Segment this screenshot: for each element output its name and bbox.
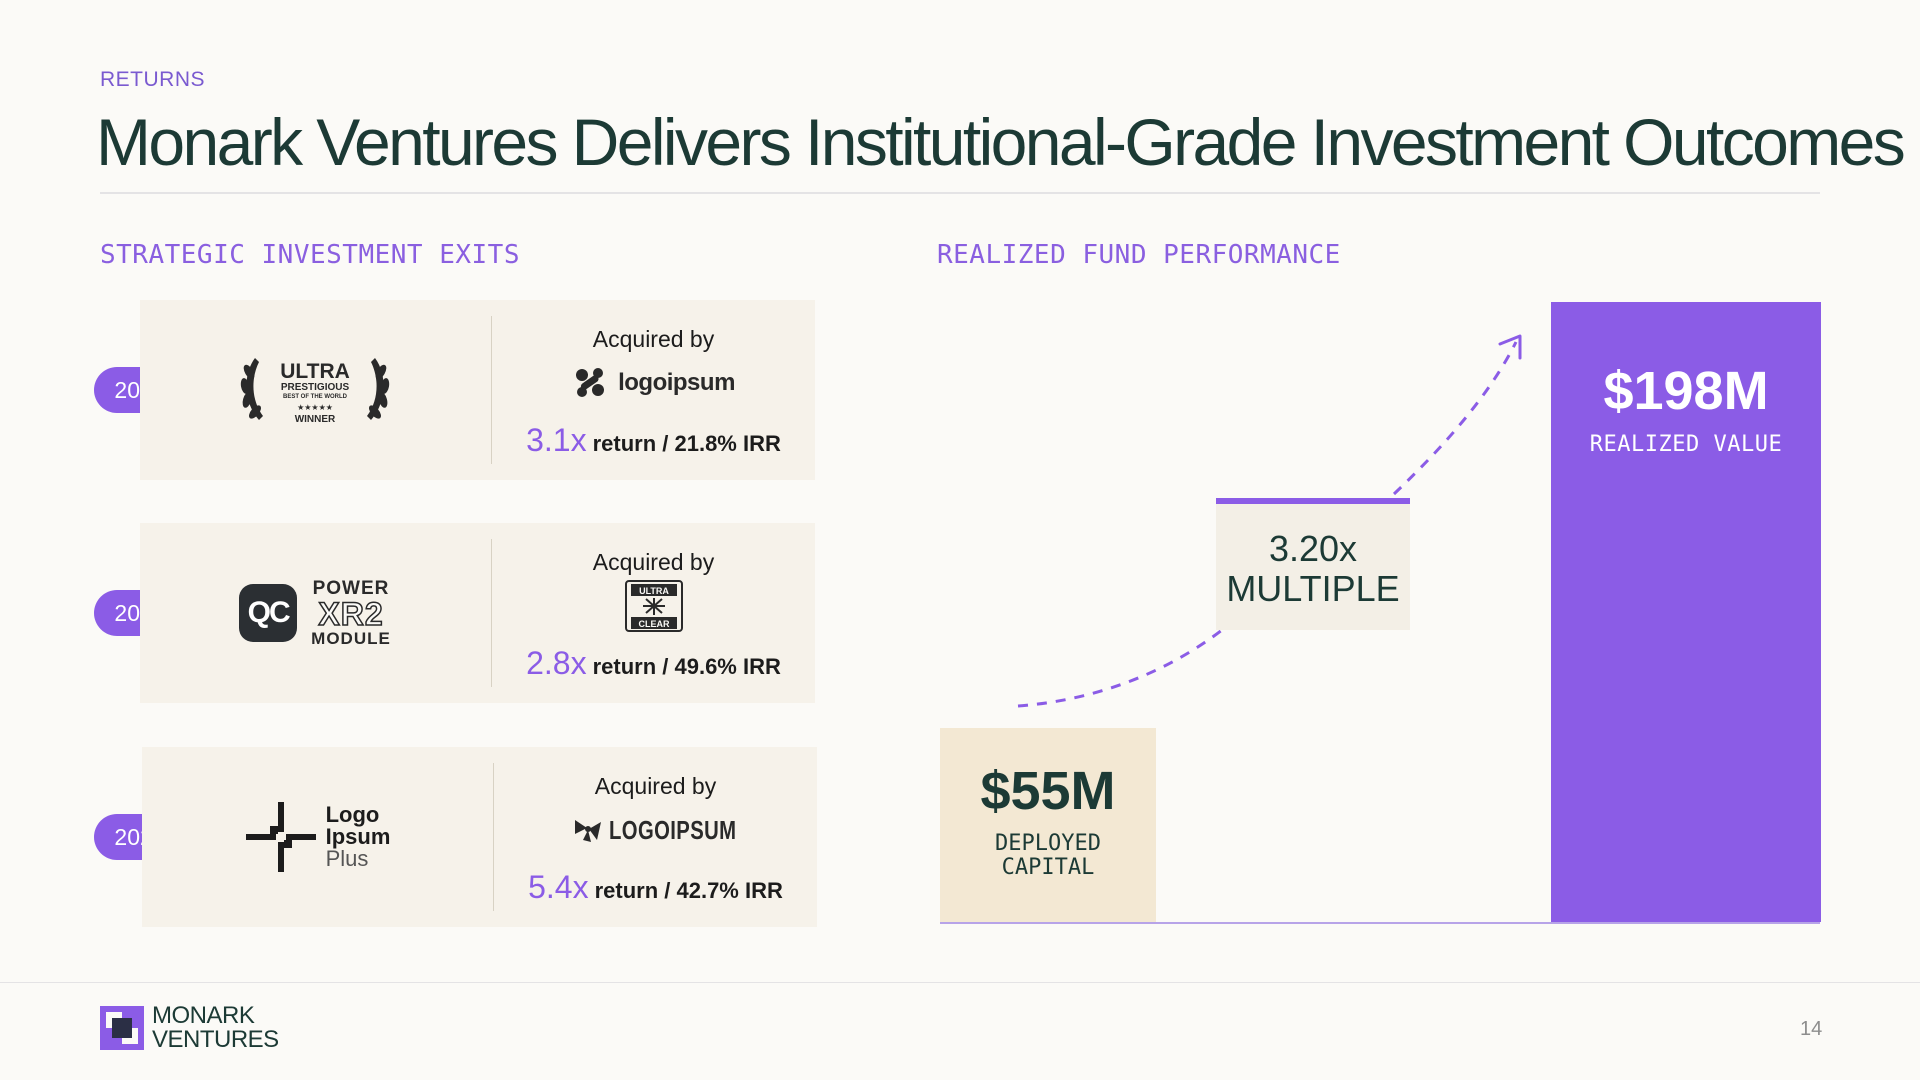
deployed-label-line2: CAPITAL xyxy=(1001,855,1095,880)
wordmark-line3: Plus xyxy=(325,846,369,871)
svg-text:WINNER: WINNER xyxy=(295,414,336,425)
deployed-value: $55M xyxy=(980,761,1116,821)
svg-text:ULTRA: ULTRA xyxy=(639,586,669,596)
return-detail: return / 21.8% IRR xyxy=(592,431,781,456)
acquirer-block: Acquired by ULTRA CLEAR 2.8x return / 49… xyxy=(492,523,815,703)
svg-text:PRESTIGIOUS: PRESTIGIOUS xyxy=(281,382,350,393)
return-line: 2.8x return / 49.6% IRR xyxy=(492,645,815,682)
wordmark-line3: MODULE xyxy=(311,629,391,648)
performance-section-label: REALIZED FUND PERFORMANCE xyxy=(937,240,1341,270)
logoipsum-star-icon xyxy=(574,820,601,842)
footer-divider xyxy=(0,982,1920,983)
acquirer-logo-ultra-clear: ULTRA CLEAR xyxy=(492,580,815,632)
qc-badge-icon: QC xyxy=(239,584,298,642)
company-logo-logo-ipsum-plus: Logo Ipsum Plus xyxy=(212,777,422,897)
multiple-box: 3.20x MULTIPLE xyxy=(1216,498,1410,630)
laurel-award-logo-icon: ULTRA PRESTIGIOUS BEST OF THE WORLD ★★★★… xyxy=(240,358,390,425)
card-divider xyxy=(493,763,494,911)
wordmark-line2: Ipsum xyxy=(325,824,391,849)
acquirer-logo-logoipsum-caps: LOGOIPSUM xyxy=(494,805,817,855)
title-divider xyxy=(100,192,1820,194)
return-detail: return / 42.7% IRR xyxy=(594,878,783,903)
cross-arrow-logo-icon xyxy=(245,802,316,872)
deployed-label: DEPLOYED CAPITAL xyxy=(940,832,1156,880)
page-title: Monark Ventures Delivers Institutional-G… xyxy=(96,105,1906,179)
exit-card-2021: QC POWER XR2 MODULE Acquired by ULTRA CL… xyxy=(140,523,815,703)
return-line: 3.1x return / 21.8% IRR xyxy=(492,422,815,459)
growth-arrow-upper-segment xyxy=(1392,341,1518,496)
acquirer-logo-text: logoipsum xyxy=(618,369,735,396)
brand-logo: MONARK VENTURES xyxy=(100,1004,279,1052)
exit-card-2022: Logo Ipsum Plus Acquired by LOGOIPSUM 5.… xyxy=(142,747,817,927)
return-line: 5.4x return / 42.7% IRR xyxy=(494,869,817,906)
card-divider xyxy=(491,539,492,687)
acquirer-block: Acquired by logoipsum 3.1x return / 21.8… xyxy=(492,300,815,480)
logoipsum-swirl-icon xyxy=(576,368,605,397)
logo-ipsum-plus-wordmark: Logo Ipsum Plus xyxy=(326,804,391,870)
return-detail: return / 49.6% IRR xyxy=(592,654,781,679)
wordmark-line2: XR2 xyxy=(318,596,384,632)
company-logo-power-xr2: QC POWER XR2 MODULE xyxy=(210,553,420,673)
growth-arrow-head xyxy=(1498,334,1522,360)
acquired-by-label: Acquired by xyxy=(592,326,715,352)
acquirer-logo-logoipsum: logoipsum xyxy=(492,358,815,408)
brand-name-line2: VENTURES xyxy=(152,1026,279,1053)
realized-value-bar: $198M REALIZED VALUE xyxy=(1551,302,1821,922)
acquirer-block: Acquired by LOGOIPSUM 5.4x return / 42.7… xyxy=(494,747,817,927)
ultra-clear-badge-icon: ULTRA CLEAR xyxy=(624,580,683,632)
svg-text:ULTRA: ULTRA xyxy=(280,360,350,383)
card-divider xyxy=(491,316,492,464)
acquired-by-label: Acquired by xyxy=(594,773,717,799)
svg-text:BEST OF THE WORLD: BEST OF THE WORLD xyxy=(283,394,348,400)
power-xr2-wordmark: POWER XR2 MODULE xyxy=(311,579,391,647)
brand-name-line1: MONARK xyxy=(152,1002,255,1029)
multiple-label: MULTIPLE xyxy=(1226,568,1400,609)
kicker: RETURNS xyxy=(100,68,206,91)
svg-text:★★★★★: ★★★★★ xyxy=(297,403,333,412)
wordmark-line1: POWER xyxy=(312,578,390,599)
brand-name: MONARK VENTURES xyxy=(152,1004,279,1052)
wordmark-line1: Logo xyxy=(325,802,380,827)
return-multiple: 2.8x xyxy=(526,645,587,681)
chart-baseline xyxy=(940,922,1820,924)
exits-section-label: STRATEGIC INVESTMENT EXITS xyxy=(100,240,520,270)
company-logo-ultra-prestigious: ULTRA PRESTIGIOUS BEST OF THE WORLD ★★★★… xyxy=(210,330,420,450)
growth-arrow-lower-segment xyxy=(1017,628,1223,708)
deployed-label-line1: DEPLOYED xyxy=(995,831,1101,856)
return-multiple: 5.4x xyxy=(528,869,589,905)
multiple-bar-top xyxy=(1216,498,1410,504)
multiple-value: 3.20x xyxy=(1268,528,1358,569)
realized-value: $198M xyxy=(1603,361,1769,421)
page-number: 14 xyxy=(1800,1018,1823,1040)
exit-card-2020: ULTRA PRESTIGIOUS BEST OF THE WORLD ★★★★… xyxy=(140,300,815,480)
svg-text:CLEAR: CLEAR xyxy=(638,619,669,629)
monark-logo-icon xyxy=(100,1006,144,1050)
acquirer-logo-text: LOGOIPSUM xyxy=(608,814,736,845)
return-multiple: 3.1x xyxy=(526,422,587,458)
deployed-capital-box: $55M DEPLOYED CAPITAL xyxy=(940,728,1156,922)
realized-label: REALIZED VALUE xyxy=(1589,432,1783,457)
acquired-by-label: Acquired by xyxy=(592,549,715,575)
